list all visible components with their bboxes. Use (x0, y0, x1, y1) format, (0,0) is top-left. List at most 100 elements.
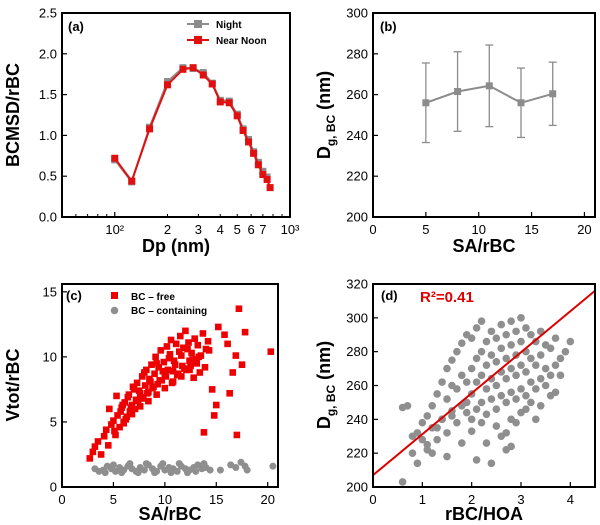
panel-c-bc-free-point (171, 361, 179, 368)
panel-c-bc-free-point (187, 362, 194, 370)
panel-b-ytick-label: 240 (346, 128, 368, 143)
panel-a-series-1-line (113, 66, 272, 188)
panel-a-label: (a) (68, 19, 84, 34)
panel-d-label: (d) (381, 288, 398, 303)
panel-b-ylabel: Dg, BC (nm) (314, 71, 338, 159)
panel-c-bc-free-point (128, 410, 136, 418)
panel-c-bc-free-point (192, 356, 200, 363)
panel-c-bc-free-point (190, 374, 197, 381)
panel-c-bc-free-point (161, 384, 169, 392)
panel-d-point (517, 408, 525, 417)
panel-a-xlabel: Dp (nm) (142, 236, 210, 256)
panel-b-xtick-label: 20 (577, 222, 591, 237)
panel-d-point (561, 347, 570, 356)
panel-d-dg-vs-rbc-hoa: 0 1 2 3 4 200 220 240 260 280 300 320 (d) R²=0.41 r… (314, 277, 596, 524)
panel-d-ylabel-sub: g, BC (324, 385, 338, 417)
panel-d-point (532, 361, 540, 370)
legend-near-noon-marker (194, 36, 202, 44)
panel-d-point (467, 364, 476, 373)
panel-a-series-1-point (111, 154, 119, 162)
panel-b-label: (b) (380, 19, 397, 34)
panel-c-bc-free-point (140, 369, 148, 376)
panel-d-point (403, 402, 412, 410)
panel-d-point (556, 371, 565, 380)
panel-d-point (522, 368, 530, 376)
panel-d-point (458, 371, 466, 380)
panel-d-ytick-label: 260 (346, 378, 368, 393)
panel-c-bc-containing-point (101, 469, 109, 477)
panel-c-bc-containing-point (183, 469, 191, 477)
panel-c-bc-free-point (122, 416, 130, 423)
panel-d-point (423, 412, 432, 420)
panel-b-ylabel-sub: g, BC (324, 115, 338, 147)
panel-d-point (428, 449, 437, 457)
panel-a-series-1-point (216, 98, 224, 106)
legend-near-noon-label: Near Noon (216, 36, 267, 47)
panel-b-ytick-label: 200 (346, 210, 368, 225)
panel-c-bc-free-point (119, 401, 126, 409)
panel-d-frame (372, 283, 596, 488)
panel-d-point (527, 330, 535, 339)
panel-d-point (433, 423, 441, 432)
panel-d-ylabel: Dg, BC (nm) (314, 341, 338, 429)
panel-c-bc-containing-point (126, 460, 134, 468)
panel-c-bc-free-point (196, 369, 204, 376)
panel-c-bc-free-point (110, 417, 117, 424)
panel-c-bc-free-point (169, 378, 177, 385)
panel-a-series-1-point (254, 161, 262, 169)
panel-a-ytick-label: 0.0 (39, 210, 57, 225)
panel-c-xtick-label: 0 (58, 492, 65, 507)
panel-a-series-1-point (199, 71, 207, 79)
panel-c-bc-containing-point (192, 467, 200, 475)
panel-d-point (458, 339, 466, 348)
panel-d-point (487, 374, 496, 383)
panel-d-point (492, 334, 501, 342)
panel-c-bc-free-point (138, 373, 146, 380)
panel-c-bc-free-point (193, 360, 201, 367)
panel-d-xtick-label: 3 (517, 492, 524, 507)
panel-a-series-1-point (250, 149, 258, 157)
panel-d-point (418, 435, 427, 444)
panel-d-point (443, 364, 451, 373)
panel-d-point (492, 422, 501, 430)
panel-c-bc-free-point (150, 383, 157, 391)
panel-c-bc-containing-point (140, 466, 148, 474)
panel-a-series-1-point (179, 65, 187, 73)
panel-d-point (477, 398, 486, 407)
panel-a-xtick-minor-label: 5 (234, 222, 241, 237)
panel-d-point (512, 418, 520, 427)
panel-d-xtick-label: 0 (369, 492, 376, 507)
panel-a-ytick-label: 1.0 (39, 128, 57, 143)
panel-d-ytick-label: 220 (346, 446, 368, 461)
panel-d-point (467, 427, 476, 435)
panel-d-point (546, 391, 555, 400)
panel-c-bc-containing-point (159, 460, 167, 468)
legend-night-marker (194, 20, 202, 28)
panel-c-bc-free-point (152, 353, 159, 361)
panel-a-series-1-point (146, 125, 154, 133)
panel-d-point (546, 344, 555, 353)
panel-b-ytick-label: 280 (346, 46, 368, 61)
panel-c-bc-free-point (135, 387, 143, 395)
panel-c-bc-free-point (94, 438, 102, 445)
panel-d-point (551, 334, 560, 342)
panel-c-bc-free-point (201, 363, 209, 371)
panel-c-bc-free-point (106, 405, 113, 413)
panel-d-point (536, 374, 545, 383)
legend-night-label: Night (216, 20, 242, 31)
panel-b-xtick-label: 0 (369, 222, 376, 237)
panel-c-bc-containing-point (216, 466, 224, 474)
panel-c-bc-free-point (163, 343, 171, 350)
panel-c-xlabel: SA/rBC (138, 504, 201, 524)
panel-d-point (487, 327, 496, 336)
panel-d-point (477, 418, 486, 427)
panel-d-point (507, 442, 515, 451)
panel-c-bc-free-point (224, 340, 231, 348)
panel-c-bc-free-point (184, 345, 191, 353)
panel-c-bc-free-point (199, 330, 207, 337)
panel-d-point (527, 354, 535, 363)
legend-bc-free-marker (111, 292, 118, 299)
panel-c-bc-free-point (129, 383, 137, 391)
panel-d-point (472, 456, 481, 464)
